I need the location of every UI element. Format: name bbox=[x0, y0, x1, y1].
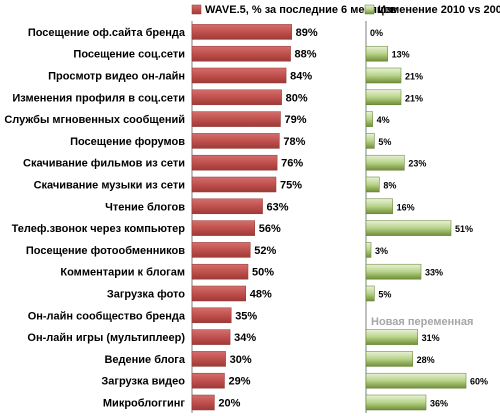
data-label-change: 60% bbox=[470, 377, 488, 387]
category-label: Телеф.звонок через компьютер bbox=[12, 223, 186, 235]
data-label-change: 21% bbox=[405, 93, 423, 103]
data-label-change: 23% bbox=[408, 159, 426, 169]
bar-change bbox=[365, 154, 405, 171]
data-label-wave5: 35% bbox=[235, 310, 257, 322]
legend-label-change: Изменение 2010 vs 2009 bbox=[378, 4, 500, 16]
bar-wave5 bbox=[191, 45, 291, 62]
bar-change bbox=[365, 220, 452, 236]
data-label-wave5: 78% bbox=[283, 136, 305, 148]
data-label-wave5: 79% bbox=[284, 114, 306, 126]
bar-wave5 bbox=[191, 263, 249, 280]
bar-change bbox=[365, 329, 418, 345]
legend-swatch-wave5 bbox=[191, 4, 202, 15]
category-label: Он-лайн игры (мультиплеер) bbox=[27, 332, 185, 344]
data-label-change: 28% bbox=[417, 355, 435, 365]
new-variable-annotation: Новая переменная bbox=[371, 316, 473, 328]
data-label-wave5: 29% bbox=[228, 376, 250, 388]
bar-wave5 bbox=[191, 394, 215, 411]
bar-wave5 bbox=[191, 133, 280, 149]
data-label-change: 4% bbox=[377, 115, 390, 125]
category-label: Просмотр видео он-лайн bbox=[48, 71, 185, 83]
data-label-wave5: 48% bbox=[250, 289, 272, 301]
bar-wave5 bbox=[191, 329, 231, 345]
bar-wave5 bbox=[191, 111, 281, 127]
bar-change bbox=[365, 198, 393, 215]
category-label: Посещение оф.сайта бренда bbox=[28, 27, 186, 39]
data-label-wave5: 88% bbox=[295, 49, 317, 61]
category-label: Загрузка фото bbox=[107, 289, 185, 301]
data-label-change: 36% bbox=[430, 399, 448, 409]
category-label: Скачивание музыки из сети bbox=[34, 180, 185, 192]
bar-change bbox=[365, 45, 388, 62]
data-label-change: 0% bbox=[370, 28, 383, 38]
category-label: Он-лайн сообщество бренда bbox=[28, 310, 186, 322]
data-label-wave5: 20% bbox=[218, 398, 240, 410]
data-label-change: 33% bbox=[425, 268, 443, 278]
bar-wave5 bbox=[191, 89, 282, 106]
data-label-change: 13% bbox=[392, 50, 410, 60]
bar-change bbox=[365, 372, 467, 389]
bar-change bbox=[365, 394, 427, 411]
legend-label-wave5: WAVE.5, % за последние 6 месяцев bbox=[205, 4, 397, 16]
category-label: Ведение блога bbox=[104, 354, 185, 366]
category-label: Посещение форумов bbox=[70, 136, 185, 148]
category-label: Загрузка видео bbox=[101, 376, 185, 388]
bar-change bbox=[365, 133, 375, 149]
data-label-wave5: 84% bbox=[290, 71, 312, 83]
data-label-wave5: 50% bbox=[252, 267, 274, 279]
category-label: Чтение блогов bbox=[105, 201, 185, 213]
bar-change bbox=[365, 176, 380, 193]
data-label-wave5: 56% bbox=[259, 223, 281, 235]
bar-wave5 bbox=[191, 242, 251, 258]
category-label: Службы мгновенных сообщений bbox=[4, 114, 185, 126]
bar-wave5 bbox=[191, 154, 278, 171]
bar-wave5 bbox=[191, 67, 287, 84]
bar-change bbox=[365, 111, 373, 127]
data-label-wave5: 63% bbox=[267, 201, 289, 213]
bar-wave5 bbox=[191, 176, 277, 193]
data-label-wave5: 30% bbox=[230, 354, 252, 366]
bar-change bbox=[365, 89, 402, 106]
legend-swatch-change bbox=[364, 4, 375, 15]
bar-change bbox=[365, 351, 413, 367]
bar-wave5 bbox=[191, 351, 226, 367]
data-label-wave5: 80% bbox=[286, 92, 308, 104]
category-label: Комментарии к блогам bbox=[60, 267, 185, 279]
data-label-wave5: 52% bbox=[254, 245, 276, 257]
data-label-wave5: 89% bbox=[296, 27, 318, 39]
bar-wave5 bbox=[191, 220, 255, 236]
data-label-wave5: 76% bbox=[281, 158, 303, 170]
bar-wave5 bbox=[191, 307, 232, 324]
data-label-change: 31% bbox=[422, 333, 440, 343]
data-label-change: 51% bbox=[455, 224, 473, 234]
data-label-wave5: 75% bbox=[280, 180, 302, 192]
bar-change bbox=[365, 285, 375, 302]
category-label: Скачивание фильмов из сети bbox=[23, 158, 185, 170]
data-label-change: 3% bbox=[375, 246, 388, 256]
bar-wave5 bbox=[191, 24, 292, 40]
data-label-change: 5% bbox=[378, 137, 391, 147]
category-label: Изменения профиля в соц.сети bbox=[12, 92, 185, 104]
category-label: Посещение фотообменников bbox=[26, 245, 185, 257]
data-label-wave5: 34% bbox=[234, 332, 256, 344]
bar-change bbox=[365, 242, 372, 258]
bar-wave5 bbox=[191, 285, 247, 302]
chart-rows: Посещение оф.сайта бренда 89% 0% Посещение … bbox=[4, 24, 488, 411]
bar-wave5 bbox=[191, 198, 263, 215]
category-label: Микроблоггинг bbox=[103, 398, 186, 410]
data-label-change: 16% bbox=[397, 202, 415, 212]
bar-wave5 bbox=[191, 372, 225, 389]
data-label-change: 5% bbox=[378, 290, 391, 300]
data-label-change: 8% bbox=[383, 181, 396, 191]
bar-change bbox=[365, 67, 402, 84]
data-label-change: 21% bbox=[405, 72, 423, 82]
bar-change bbox=[365, 263, 422, 280]
category-label: Посещение соц.сети bbox=[73, 49, 185, 61]
